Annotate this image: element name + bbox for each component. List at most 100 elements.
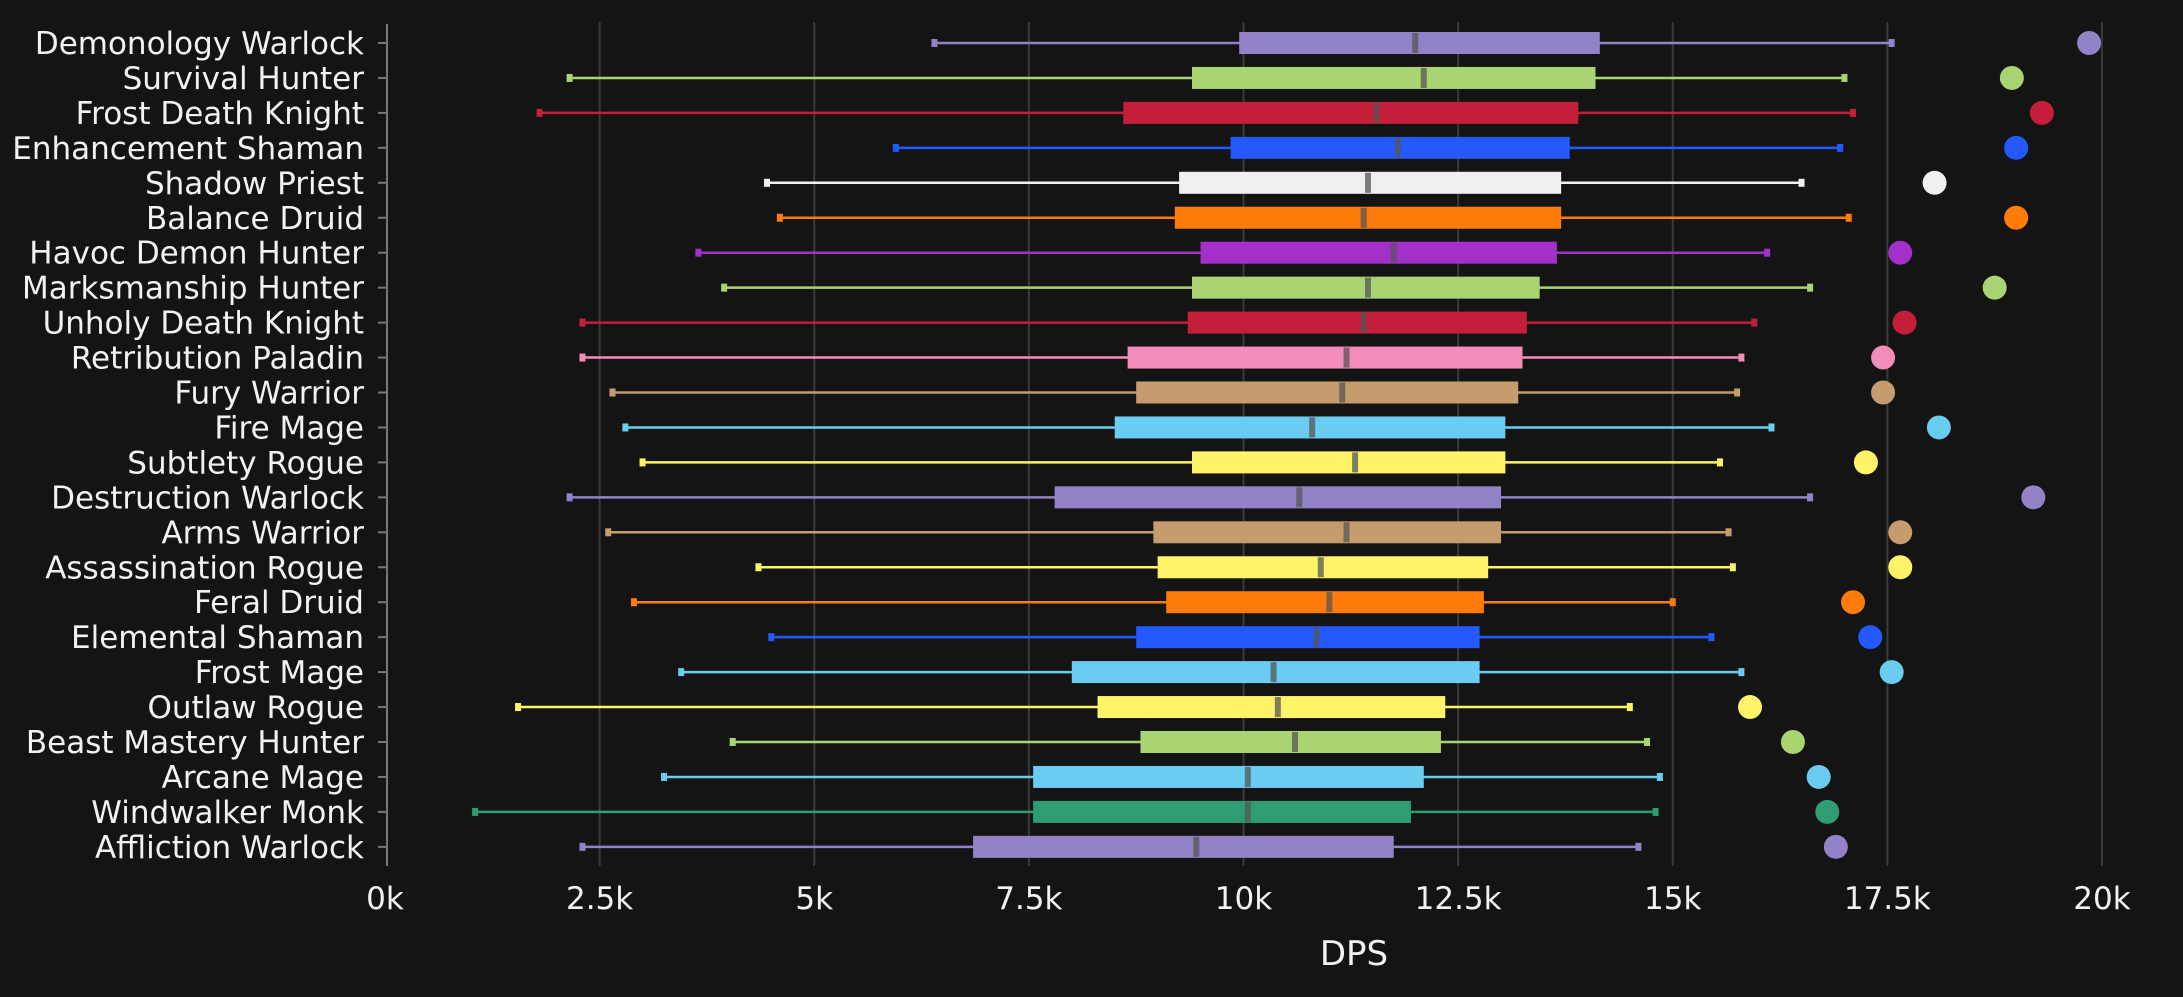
top-value-dot [1888, 520, 1913, 545]
top-value-dot [1922, 170, 1947, 195]
whisker-cap-max [1738, 668, 1745, 677]
box [1136, 626, 1480, 649]
top-value-dot [1858, 625, 1883, 650]
whisker-cap-min [776, 213, 783, 222]
median-marker [1343, 522, 1350, 543]
y-axis [378, 24, 388, 866]
top-value-dot [2077, 31, 2102, 55]
median-marker [1244, 766, 1251, 787]
top-value-dot [1926, 415, 1951, 440]
whisker-cap-max [1807, 283, 1814, 292]
box [1097, 696, 1446, 719]
whisker-cap-max [1626, 703, 1633, 712]
category-label: Marksmanship Hunter [22, 271, 364, 307]
whisker-cap-max [1656, 772, 1663, 781]
top-value-dot [1871, 380, 1896, 405]
whisker-cap-min [931, 39, 938, 47]
median-marker [1360, 207, 1367, 228]
median-marker [1193, 836, 1200, 857]
whisker-cap-min [695, 248, 702, 257]
whisker-cap-min [764, 178, 771, 187]
top-value-dot [1853, 450, 1878, 475]
top-value-dot [1815, 799, 1840, 824]
median-marker [1309, 417, 1316, 438]
whisker-cap-max [1669, 598, 1676, 607]
top-value-dot [1823, 834, 1848, 859]
top-value-dot [2004, 135, 2029, 160]
whisker-cap-min [630, 598, 637, 607]
whisker-cap-max [1729, 563, 1736, 572]
median-marker [1343, 347, 1350, 368]
whisker-cap-min [661, 772, 668, 781]
category-label: Outlaw Rogue [147, 690, 364, 726]
median-marker [1364, 277, 1371, 298]
whisker-cap-min [609, 388, 616, 397]
top-value-dot [1780, 730, 1805, 754]
x-tick-label: 10k [1215, 881, 1272, 917]
median-marker [1339, 382, 1346, 403]
box [1127, 346, 1523, 369]
whisker-cap-max [1738, 353, 1745, 362]
whisker-cap-max [1708, 633, 1715, 642]
top-value-dot [1841, 590, 1866, 615]
top-value-dot [1999, 65, 2024, 90]
top-value-dot [2004, 205, 2029, 230]
top-value-dot [1982, 275, 2007, 300]
whisker-cap-max [1888, 39, 1895, 47]
category-label: Unholy Death Knight [43, 306, 364, 342]
whisker-cap-max [1716, 458, 1723, 467]
whisker-cap-max [1751, 318, 1758, 327]
category-label: Survival Hunter [123, 61, 365, 97]
x-tick-label: 15k [1644, 881, 1701, 917]
top-value-dot [1806, 764, 1831, 789]
whisker-cap-max [1734, 388, 1741, 397]
box [1153, 521, 1502, 544]
whisker-cap-max [1764, 248, 1771, 257]
median-marker [1412, 33, 1419, 53]
whisker-cap-min [566, 73, 573, 82]
category-label: Elemental Shaman [71, 620, 364, 656]
top-value-dot [1871, 345, 1896, 370]
median-marker [1317, 557, 1324, 578]
whisker-cap-min [755, 563, 762, 572]
whisker-cap-min [566, 493, 573, 502]
whisker-cap-min [768, 633, 775, 642]
whisker-cap-min [579, 318, 586, 327]
x-tick-label: 5k [795, 881, 833, 917]
whisker-cap-max [1635, 842, 1642, 851]
whisker-cap-min [892, 143, 899, 152]
median-marker [1395, 137, 1402, 158]
box [1200, 241, 1557, 264]
x-tick-labels: 0k 2.5k 5k 7.5k 10k 12.5k 15k 17.5k 20k [366, 881, 2131, 917]
top-value-dot [1888, 555, 1913, 580]
whisker-cap-min [536, 108, 543, 117]
category-label: Shadow Priest [145, 166, 364, 202]
x-axis-title: DPS [1320, 934, 1388, 974]
whisker-cap-min [579, 842, 586, 851]
category-label: Destruction Warlock [51, 480, 364, 516]
category-label: Enhancement Shaman [12, 131, 364, 167]
top-value-dot [1892, 310, 1917, 335]
category-label: Frost Mage [195, 655, 364, 691]
whisker-cap-min [472, 807, 479, 816]
box [1166, 591, 1484, 614]
whisker-cap-max [1850, 108, 1857, 117]
x-tick-label: 20k [2073, 881, 2130, 917]
category-label: Retribution Paladin [71, 341, 364, 377]
box [1033, 800, 1411, 823]
median-marker [1270, 662, 1277, 683]
median-marker [1364, 172, 1371, 193]
whisker-cap-max [1798, 178, 1805, 187]
top-value-dot [2029, 100, 2054, 125]
whisker-cap-max [1845, 213, 1852, 222]
top-value-dot [1879, 660, 1904, 685]
category-label: Arcane Mage [162, 760, 364, 796]
whisker-cap-max [1652, 807, 1659, 816]
category-label: Windwalker Monk [91, 795, 364, 831]
whisker-cap-min [515, 703, 522, 712]
category-label: Fire Mage [214, 410, 364, 446]
box [973, 835, 1394, 858]
whisker-cap-max [1841, 73, 1848, 82]
